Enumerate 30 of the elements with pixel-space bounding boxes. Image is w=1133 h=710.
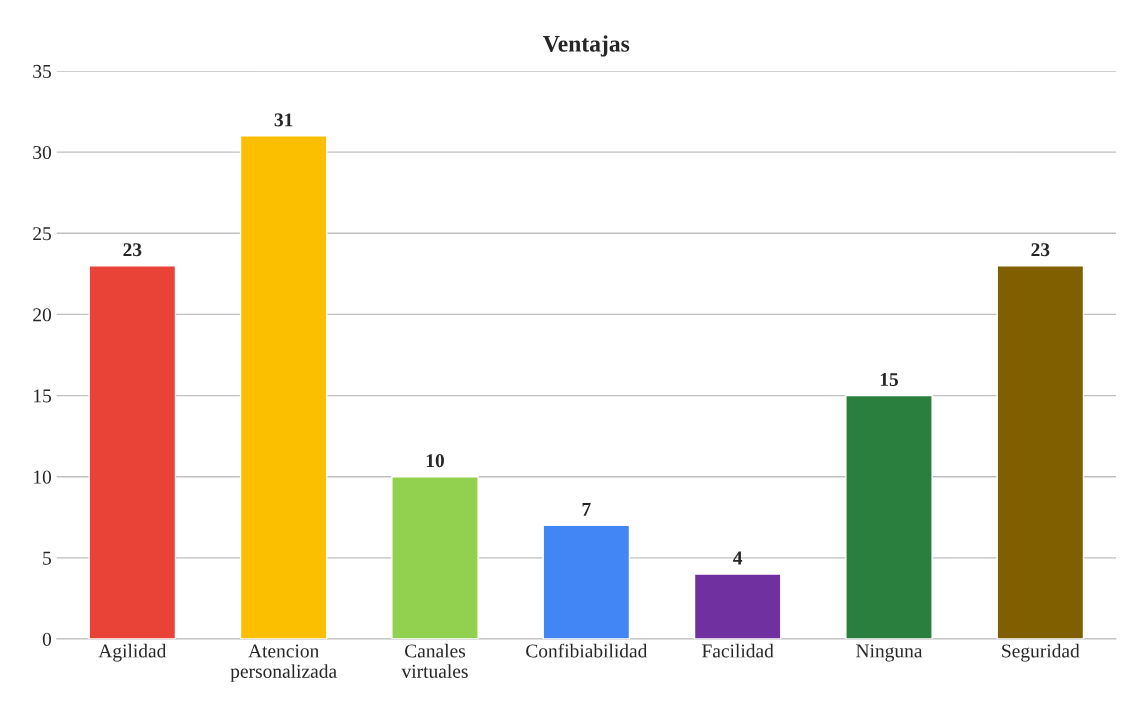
y-tick-label: 0: [42, 632, 52, 646]
chart-title: Ventajas: [543, 35, 630, 57]
y-tick-label: 30: [33, 145, 52, 160]
bar: [845, 394, 933, 639]
data-label: 15: [880, 373, 899, 387]
x-tick-label: Canales virtuales: [401, 643, 468, 678]
y-tick-label: 25: [33, 227, 52, 241]
bar: [239, 135, 328, 639]
data-label: 23: [123, 243, 142, 257]
x-tick-label: Confibiabilidad: [526, 643, 648, 658]
data-label: 4: [733, 551, 743, 565]
y-tick-label: 15: [34, 389, 52, 403]
bar: [391, 476, 479, 639]
data-label: 31: [274, 113, 293, 127]
x-tick-label: Seguridad: [1002, 643, 1080, 662]
bar: [542, 524, 631, 639]
x-tick-label: Facilidad: [702, 643, 774, 658]
bar: [693, 573, 782, 639]
x-tick-label: Ninguna: [856, 644, 923, 662]
data-label: 10: [426, 454, 444, 468]
bar: [996, 265, 1085, 639]
x-tick-label: Atencion personalizada: [230, 644, 337, 682]
data-label: 7: [582, 502, 591, 516]
bar: [88, 265, 177, 639]
y-tick-label: 20: [33, 308, 52, 322]
y-tick-label: 35: [33, 64, 52, 78]
data-label: 23: [1031, 243, 1050, 257]
y-tick-label: 5: [43, 551, 52, 565]
x-tick-label: Agilidad: [98, 643, 167, 662]
y-tick-label: 10: [34, 470, 52, 484]
